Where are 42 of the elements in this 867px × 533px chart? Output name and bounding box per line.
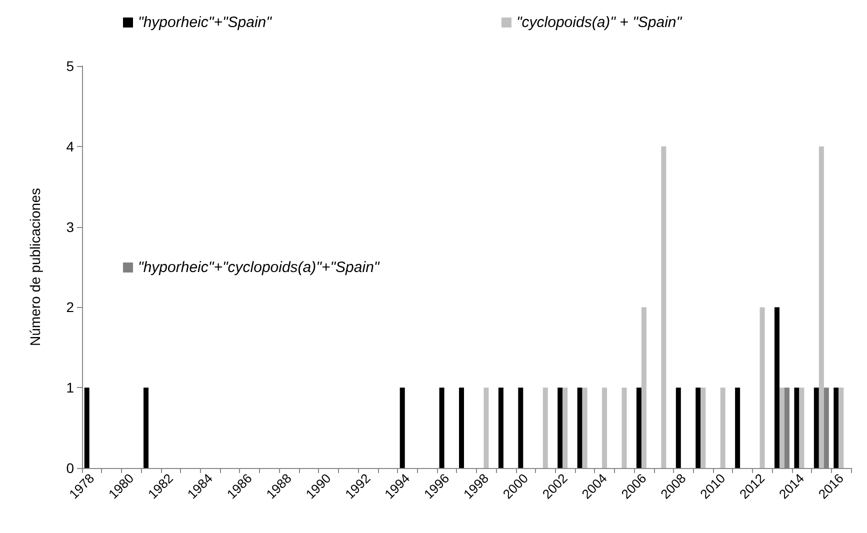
- bar: [542, 388, 548, 468]
- bar: [735, 388, 740, 468]
- bar: [661, 146, 666, 468]
- bar: [779, 388, 784, 468]
- legend-label: "hyporheic"+"cyclopoids(a)"+"Spain": [138, 259, 380, 276]
- bar: [676, 388, 681, 468]
- bar: [774, 307, 780, 468]
- bar: [439, 388, 444, 468]
- bar: [400, 388, 405, 468]
- bar: [818, 146, 824, 468]
- y-tick-label: 1: [66, 380, 74, 396]
- y-axis-title: Número de publicaciones: [27, 188, 43, 346]
- bar: [144, 388, 149, 468]
- bar: [577, 388, 582, 468]
- y-tick-label: 2: [66, 299, 74, 316]
- legend-label: "cyclopoids(a)" + "Spain": [516, 14, 682, 31]
- bar: [582, 388, 588, 468]
- y-tick-label: 4: [66, 138, 74, 154]
- bar: [498, 388, 504, 468]
- bar: [484, 388, 489, 468]
- bar: [700, 388, 706, 468]
- bar: [562, 388, 568, 468]
- y-tick-label: 0: [66, 460, 74, 476]
- bar: [459, 388, 464, 468]
- bar: [602, 388, 608, 468]
- bar: [794, 388, 800, 468]
- bar: [799, 388, 804, 468]
- bar: [622, 388, 627, 468]
- y-tick-label: 5: [66, 58, 74, 74]
- bar: [518, 388, 524, 468]
- bar: [760, 307, 765, 468]
- bar: [641, 307, 646, 468]
- legend-label: "hyporheic"+"Spain": [138, 14, 272, 31]
- bar: [838, 388, 844, 468]
- bar: [720, 388, 726, 468]
- bar: [558, 388, 563, 468]
- y-tick-label: 3: [66, 218, 74, 235]
- bar: [814, 388, 819, 468]
- bar: [834, 388, 839, 468]
- bar: [696, 388, 701, 468]
- bar: [636, 388, 642, 468]
- bar: [84, 388, 90, 468]
